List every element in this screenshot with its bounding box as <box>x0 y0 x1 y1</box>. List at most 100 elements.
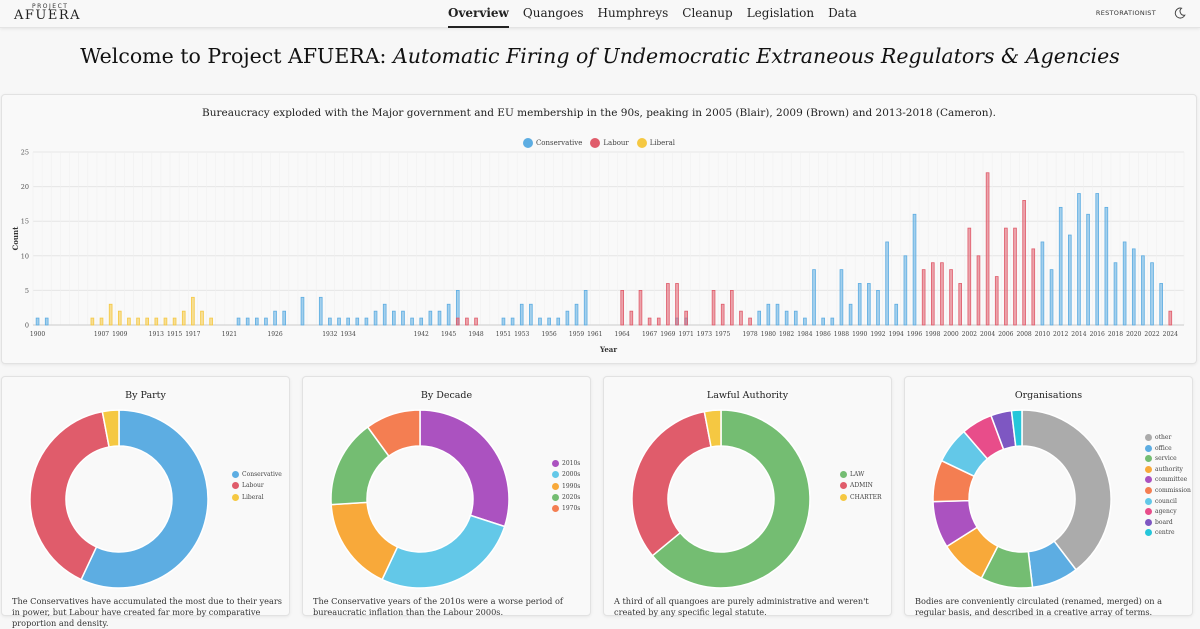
bar-conservative-1943[interactable] <box>428 310 433 326</box>
bar-conservative-2018[interactable] <box>1113 262 1118 326</box>
bar-conservative-1955[interactable] <box>538 317 542 326</box>
legend-item-2000s[interactable]: 2000s <box>552 471 580 479</box>
bar-labour-1999[interactable] <box>940 262 944 326</box>
bar-labour-2002[interactable] <box>967 227 972 326</box>
bar-conservative-2019[interactable] <box>1122 241 1127 326</box>
donut-slice-centre[interactable] <box>1010 409 1023 448</box>
bar-conservative-1926[interactable] <box>273 310 277 326</box>
bar-conservative-1983[interactable] <box>793 310 798 326</box>
donut-slice-other[interactable] <box>1021 409 1112 571</box>
bar-conservative-1929[interactable] <box>300 296 305 326</box>
legend-item-office[interactable]: office <box>1145 444 1191 452</box>
donut-slice-2000s[interactable] <box>381 514 506 589</box>
bar-labour-2003[interactable] <box>976 255 981 326</box>
bar-labour-1968[interactable] <box>656 317 661 326</box>
bar-conservative-2012[interactable] <box>1058 206 1063 326</box>
bar-liberal-1913[interactable] <box>154 317 159 326</box>
legend-item-labour[interactable]: Labour <box>232 482 282 490</box>
bar-conservative-1933[interactable] <box>337 317 341 326</box>
bar-conservative-1982[interactable] <box>784 310 789 326</box>
bar-labour-2004[interactable] <box>985 172 990 326</box>
legend-item-centre[interactable]: centre <box>1145 529 1191 537</box>
nav-humphreys[interactable]: Humphreys <box>597 6 669 20</box>
legend-item-liberal[interactable]: Liberal <box>636 138 675 148</box>
bar-conservative-1931[interactable] <box>318 296 323 326</box>
bar-labour-1975[interactable] <box>720 303 725 326</box>
bar-labour-1976[interactable] <box>730 289 734 326</box>
bar-conservative-1987[interactable] <box>830 317 835 326</box>
bar-conservative-1942[interactable] <box>419 317 424 326</box>
bar-labour-2009[interactable] <box>1031 248 1036 326</box>
logo[interactable]: PROJECT AFUERA <box>14 3 80 25</box>
legend-item-other[interactable]: other <box>1145 434 1191 441</box>
legend-item-2010s[interactable]: 2010s <box>552 460 580 467</box>
legend-item-2020s[interactable]: 2020s <box>552 493 580 501</box>
legend-item-labour[interactable]: Labour <box>590 138 629 148</box>
bar-labour-1964[interactable] <box>620 289 625 326</box>
bar-conservative-1958[interactable] <box>565 310 570 326</box>
legend-item-service[interactable]: service <box>1145 455 1191 463</box>
bar-labour-1965[interactable] <box>629 310 634 326</box>
bar-conservative-1932[interactable] <box>328 317 332 326</box>
bar-labour-2005[interactable] <box>994 276 999 326</box>
bar-conservative-1901[interactable] <box>44 317 49 326</box>
bar-conservative-2011[interactable] <box>1049 269 1054 326</box>
bar-labour-1978[interactable] <box>748 317 752 326</box>
nav-quangoes[interactable]: Quangoes <box>522 6 584 20</box>
bar-labour-1947[interactable] <box>465 317 469 326</box>
nav-cleanup[interactable]: Cleanup <box>682 6 733 20</box>
donut-slice-1970s[interactable] <box>366 409 421 458</box>
bar-conservative-1936[interactable] <box>364 317 369 326</box>
bar-labour-1974[interactable] <box>711 289 716 326</box>
bar-conservative-2017[interactable] <box>1104 206 1109 326</box>
bar-labour-1970[interactable] <box>675 283 679 326</box>
bar-conservative-2014[interactable] <box>1077 193 1081 326</box>
legend-item-conservative[interactable]: Conservative <box>232 471 282 478</box>
bar-conservative-1923[interactable] <box>245 317 250 326</box>
nav-data[interactable]: Data <box>828 6 857 20</box>
bar-labour-2024[interactable] <box>1168 310 1173 326</box>
bar-liberal-1910[interactable] <box>127 317 131 326</box>
bar-conservative-1994[interactable] <box>894 303 899 326</box>
bar-liberal-1917[interactable] <box>191 296 195 326</box>
bar-conservative-1980[interactable] <box>766 303 771 326</box>
bar-conservative-1959[interactable] <box>574 303 579 326</box>
bar-conservative-1953[interactable] <box>519 303 524 326</box>
bar-labour-1997[interactable] <box>921 269 926 326</box>
bar-labour-1998[interactable] <box>930 262 935 326</box>
donut-slice-law[interactable] <box>651 409 811 589</box>
bar-labour-2008[interactable] <box>1022 200 1026 326</box>
bar-liberal-1914[interactable] <box>163 317 168 326</box>
bar-conservative-1935[interactable] <box>355 317 360 326</box>
donut-slice-liberal[interactable] <box>101 409 120 448</box>
bar-conservative-1954[interactable] <box>529 303 533 326</box>
bar-liberal-1907[interactable] <box>99 317 104 326</box>
bar-conservative-1937[interactable] <box>373 310 378 326</box>
bar-labour-1977[interactable] <box>739 310 743 326</box>
bar-conservative-1900[interactable] <box>35 317 40 326</box>
bar-labour-2006[interactable] <box>1004 227 1008 326</box>
bar-conservative-2022[interactable] <box>1150 262 1154 326</box>
bar-liberal-1916[interactable] <box>181 310 186 326</box>
nav-legislation[interactable]: Legislation <box>746 6 815 20</box>
bar-liberal-1912[interactable] <box>145 317 149 326</box>
bar-conservative-1939[interactable] <box>392 310 396 326</box>
bar-liberal-1909[interactable] <box>117 310 122 326</box>
legend-item-law[interactable]: LAW <box>840 471 881 478</box>
bar-conservative-1951[interactable] <box>501 317 506 326</box>
bar-conservative-1952[interactable] <box>510 317 515 326</box>
donut-slice-2010s[interactable] <box>419 409 510 528</box>
bar-conservative-1985[interactable] <box>812 269 816 326</box>
bar-conservative-2016[interactable] <box>1095 193 1100 326</box>
bar-conservative-2021[interactable] <box>1141 255 1145 326</box>
legend-item-committee[interactable]: committee <box>1145 476 1191 484</box>
legend-item-1970s[interactable]: 1970s <box>552 505 580 513</box>
legend-item-conservative[interactable]: Conservative <box>522 138 582 148</box>
bar-liberal-1915[interactable] <box>172 317 177 326</box>
legend-item-admin[interactable]: ADMIN <box>840 482 881 490</box>
bar-labour-2000[interactable] <box>949 269 953 326</box>
bar-labour-1971[interactable] <box>684 310 688 326</box>
bar-conservative-1986[interactable] <box>821 317 825 326</box>
bar-conservative-2023[interactable] <box>1159 283 1163 326</box>
bar-liberal-1918[interactable] <box>200 310 204 326</box>
